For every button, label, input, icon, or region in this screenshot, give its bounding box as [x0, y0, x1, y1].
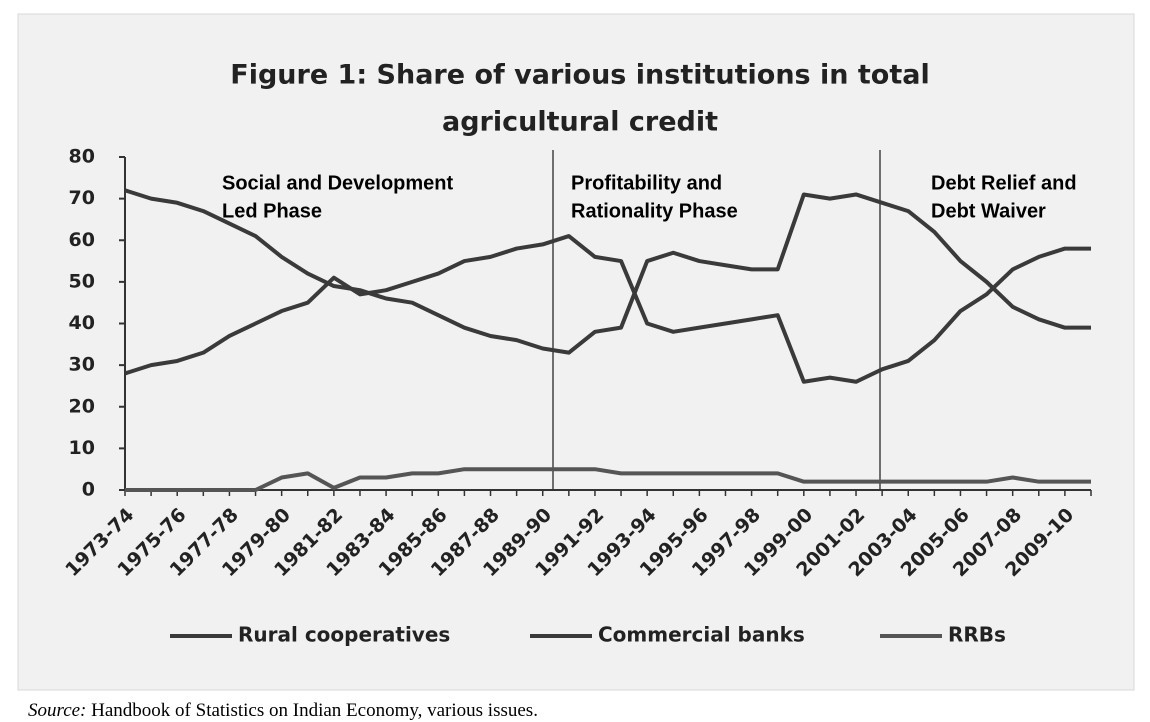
phase-annotation: Rationality Phase: [571, 200, 738, 222]
y-tick-label: 10: [69, 437, 95, 459]
source-note: Source: Handbook of Statistics on Indian…: [28, 700, 538, 721]
series-line: [124, 188, 1091, 355]
phase-annotation: Debt Waiver: [931, 200, 1046, 222]
y-tick-label: 50: [69, 270, 95, 292]
phase-annotation: Debt Relief and: [931, 172, 1077, 194]
series-line: [125, 467, 1091, 492]
legend-label: RRBs: [948, 623, 1006, 647]
source-text: Handbook of Statistics on Indian Economy…: [86, 700, 538, 721]
source-label: Source:: [28, 700, 86, 721]
phase-annotation: Profitability and: [571, 172, 722, 194]
y-tick-label: 60: [69, 229, 95, 251]
phase-annotation: Led Phase: [222, 200, 322, 222]
legend-label: Commercial banks: [598, 623, 805, 647]
chart-title: agricultural credit: [442, 107, 718, 138]
y-tick-label: 70: [69, 187, 95, 209]
legend-label: Rural cooperatives: [238, 623, 450, 647]
phase-annotation: Social and Development: [222, 172, 454, 194]
series-line: [124, 234, 1091, 384]
y-tick-label: 80: [69, 146, 95, 168]
y-tick-label: 20: [69, 395, 95, 417]
y-tick-label: 0: [82, 479, 95, 501]
chart-title: Figure 1: Share of various institutions …: [230, 60, 929, 91]
y-tick-label: 40: [69, 312, 95, 334]
y-tick-label: 30: [69, 354, 95, 376]
